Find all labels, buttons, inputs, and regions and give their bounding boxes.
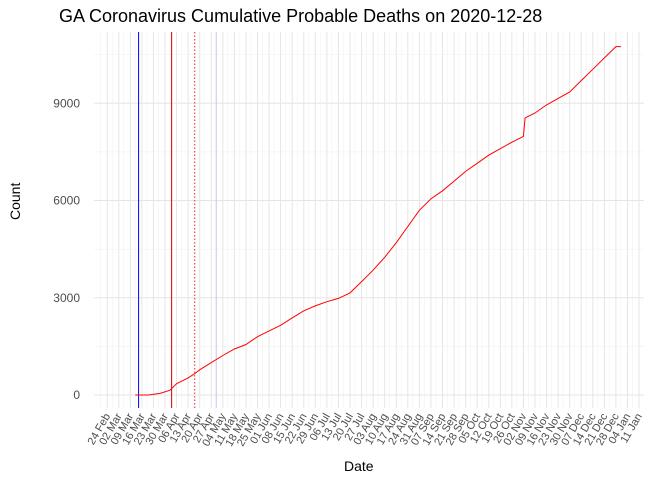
y-tick-label: 0 bbox=[73, 388, 80, 402]
series-group bbox=[135, 46, 621, 396]
x-axis-label: Date bbox=[344, 458, 374, 474]
reference-lines bbox=[138, 32, 217, 408]
y-tick-labels: 0 3000 6000 9000 bbox=[53, 96, 80, 402]
series-line bbox=[135, 46, 621, 396]
chart-title: GA Coronavirus Cumulative Probable Death… bbox=[59, 6, 543, 26]
y-tick-label: 3000 bbox=[53, 291, 80, 305]
y-tick-label: 6000 bbox=[53, 194, 80, 208]
y-tick-label: 9000 bbox=[53, 96, 80, 110]
grid-lines bbox=[94, 32, 644, 408]
